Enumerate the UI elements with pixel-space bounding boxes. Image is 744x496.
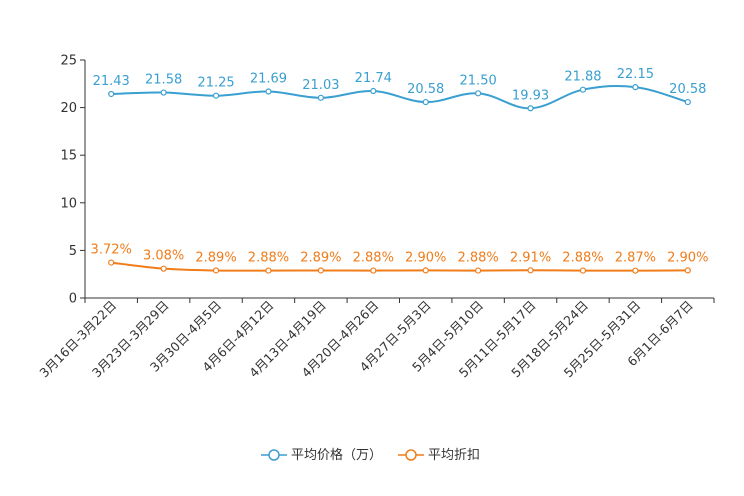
data-label: 2.87% xyxy=(615,251,656,266)
data-point[interactable] xyxy=(475,90,482,97)
data-point[interactable] xyxy=(632,267,639,274)
y-tick-label: 15 xyxy=(60,149,77,164)
y-tick-label: 20 xyxy=(60,101,77,116)
data-label: 2.88% xyxy=(457,251,498,266)
y-tick-label: 25 xyxy=(60,54,77,69)
legend-price-label: 平均价格（万） xyxy=(291,447,382,463)
data-label: 21.88 xyxy=(564,70,601,85)
data-label: 2.89% xyxy=(195,250,236,265)
data-label: 22.15 xyxy=(617,67,654,82)
y-tick-label: 5 xyxy=(69,244,77,259)
legend-item-discount[interactable]: 平均折扣 xyxy=(398,448,480,463)
data-point[interactable] xyxy=(317,94,324,101)
data-label: 19.93 xyxy=(512,88,549,103)
data-point[interactable] xyxy=(160,265,167,272)
data-point[interactable] xyxy=(265,88,272,95)
data-point[interactable] xyxy=(579,267,587,274)
axes: 05101520253月16日-3月22日3月23日-3月29日3月30日-4月… xyxy=(36,54,715,380)
data-label: 3.72% xyxy=(91,243,132,258)
legend-item-price[interactable]: 平均价格（万） xyxy=(261,447,382,463)
data-point[interactable] xyxy=(370,87,377,95)
data-point[interactable] xyxy=(108,259,115,266)
data-point[interactable] xyxy=(422,267,429,274)
data-label: 21.50 xyxy=(460,73,497,88)
data-point[interactable] xyxy=(527,105,534,112)
series-line-discount xyxy=(111,261,688,272)
data-point[interactable] xyxy=(632,84,639,91)
series-layer: 21.43 21.58 21.25 21.69 21.03 21.74 20.58 21.50… xyxy=(91,67,708,274)
data-label: 21.25 xyxy=(197,76,234,91)
legend-price-marker xyxy=(268,449,280,461)
y-tick-label: 0 xyxy=(69,292,77,307)
data-label: 2.88% xyxy=(353,251,394,266)
data-label: 2.88% xyxy=(562,251,603,266)
data-point[interactable] xyxy=(579,86,587,93)
series-discount: 3.72% 3.08% 2.89% 2.88% 2.89% 2.88% 2.90% 2.88%… xyxy=(91,243,708,274)
data-point[interactable] xyxy=(684,267,691,274)
data-label: 3.08% xyxy=(143,249,184,264)
data-point[interactable] xyxy=(527,267,534,274)
data-label: 2.88% xyxy=(248,251,289,266)
data-point[interactable] xyxy=(108,90,115,98)
series-line-price xyxy=(111,84,689,110)
data-label: 2.90% xyxy=(405,250,446,265)
data-label: 2.91% xyxy=(510,250,551,265)
data-label: 2.90% xyxy=(667,250,708,265)
data-point[interactable] xyxy=(317,267,324,274)
series-price: 21.43 21.58 21.25 21.69 21.03 21.74 20.58 21.50… xyxy=(93,67,706,112)
data-label: 2.89% xyxy=(300,250,341,265)
data-point[interactable] xyxy=(212,92,220,99)
legend[interactable]: 平均价格（万） 平均折扣 xyxy=(261,447,480,463)
data-label: 21.69 xyxy=(250,72,287,87)
y-tick-label: 10 xyxy=(60,196,77,211)
data-label: 21.74 xyxy=(355,71,392,86)
data-point[interactable] xyxy=(422,98,429,106)
data-label: 21.43 xyxy=(93,74,130,89)
data-point[interactable] xyxy=(475,267,482,274)
data-point[interactable] xyxy=(265,267,272,274)
legend-discount-label: 平均折扣 xyxy=(428,448,480,463)
legend-discount-marker xyxy=(405,449,417,461)
data-point[interactable] xyxy=(212,267,220,274)
data-label: 21.03 xyxy=(302,78,339,93)
data-label: 21.58 xyxy=(145,73,182,88)
data-label: 20.58 xyxy=(669,82,706,97)
data-label: 20.58 xyxy=(407,82,444,97)
data-point[interactable] xyxy=(370,267,377,274)
data-point[interactable] xyxy=(160,89,167,96)
data-point[interactable] xyxy=(684,98,691,106)
